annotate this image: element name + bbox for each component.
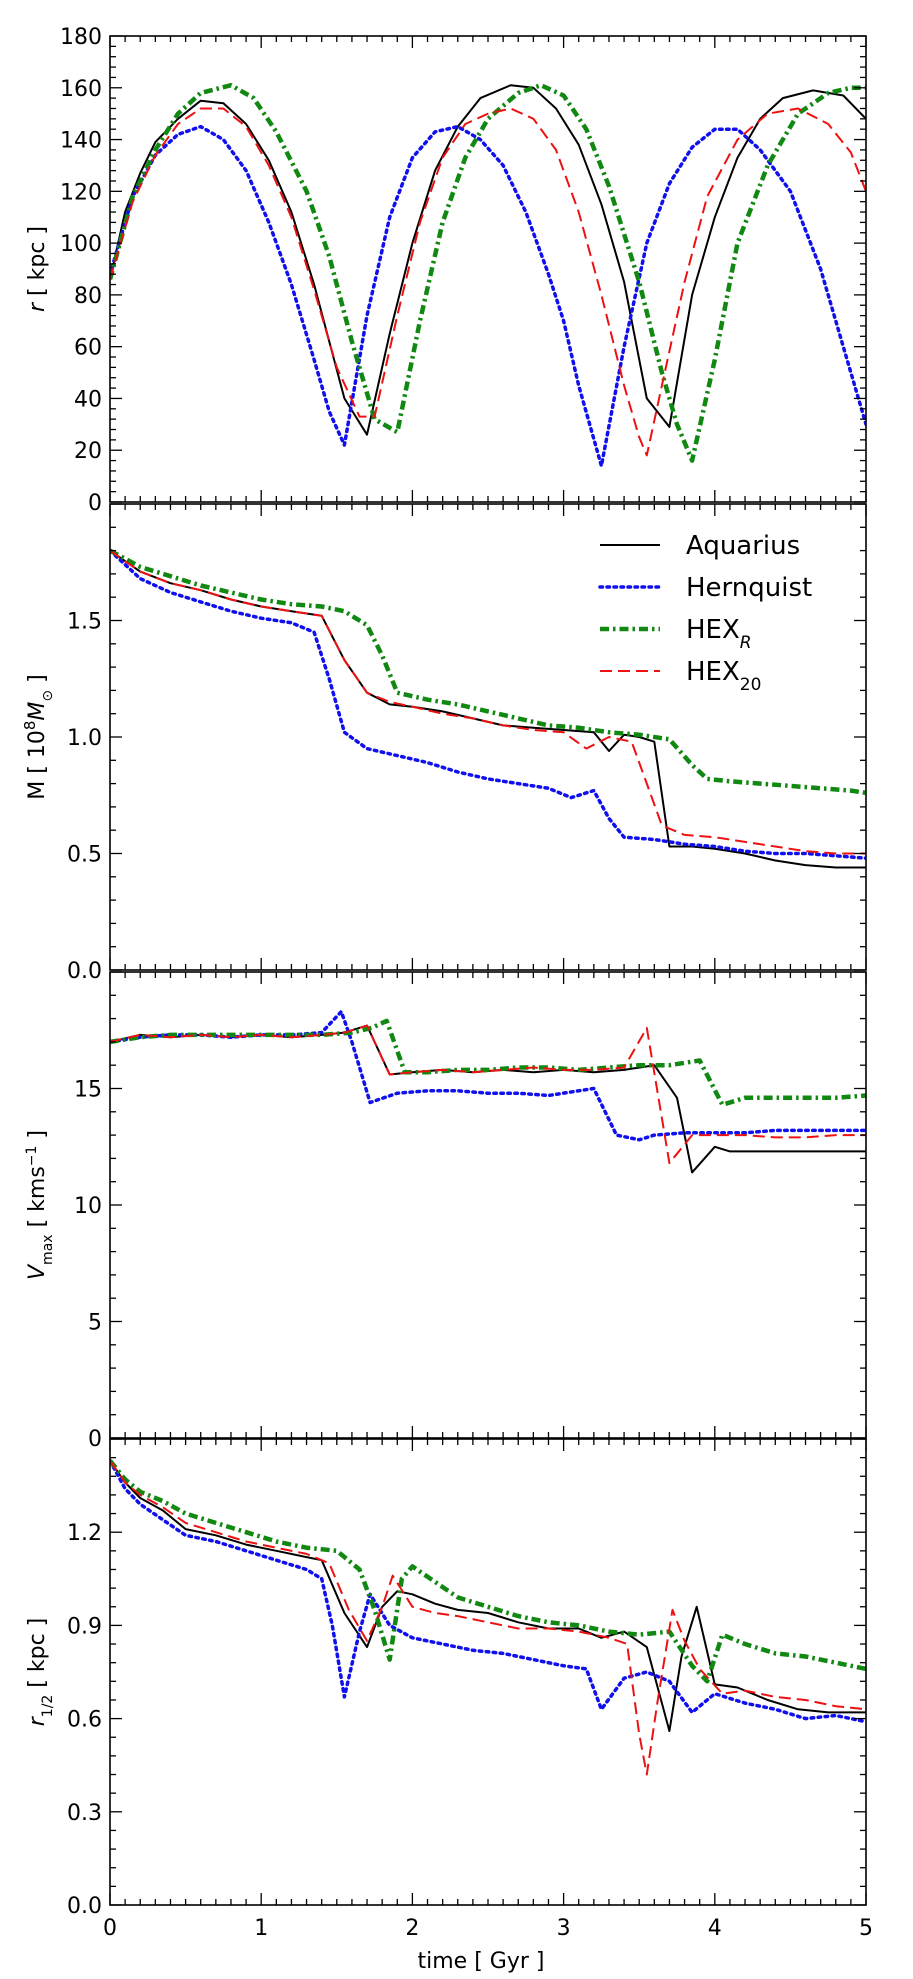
- y-axis-label: r1/2 [ kpc ]: [25, 1618, 56, 1727]
- series-line-hernquist: [110, 1009, 866, 1142]
- x-ticks: [109, 972, 867, 1438]
- y-tick-label: 20: [74, 439, 102, 464]
- y-axis-label: M [ 108M⊙ ]: [21, 674, 56, 799]
- series-group: [110, 548, 866, 869]
- legend-label: Aquarius: [686, 531, 800, 561]
- y-ticks: [110, 503, 866, 971]
- series-line-hernquist: [110, 1458, 866, 1724]
- x-tick-label: 2: [405, 1916, 419, 1941]
- y-ticks: [110, 35, 866, 503]
- y-tick-label: 1.5: [67, 610, 102, 635]
- series-line-aquarius: [110, 549, 866, 869]
- series-line-hernquist: [110, 548, 866, 860]
- y-tick-label: 80: [74, 284, 102, 309]
- series-line-hernquist: [110, 124, 866, 468]
- series-group: [110, 1009, 866, 1174]
- y-axis-label: r [ kpc ]: [25, 226, 50, 312]
- series-line-hex-r: [110, 548, 866, 796]
- y-tick-label: 0.5: [67, 843, 102, 868]
- y-tick-label: 5: [88, 1311, 102, 1336]
- y-tick-label: 60: [74, 336, 102, 361]
- series-line-hex-20: [110, 549, 866, 855]
- series-line-hex-20: [110, 107, 866, 457]
- y-tick-label: 0: [88, 1427, 102, 1452]
- y-tick-label: 0: [88, 491, 102, 516]
- y-tick-label: 180: [60, 25, 102, 50]
- x-ticks: [109, 504, 867, 970]
- y-ticks: [110, 1438, 866, 1906]
- y-tick-label: 0.0: [67, 959, 102, 984]
- panel-4: 0.0 0.3 0.6 0.9 1.2 r1/2 [ kpc ] 0 1 2 3 4 5: [25, 1438, 873, 1941]
- panel-frame: [109, 971, 867, 1439]
- y-axis-label: Vmax [ kms−1 ]: [24, 1130, 56, 1280]
- x-ticks: [109, 36, 867, 502]
- series-line-hex-20: [110, 1460, 866, 1776]
- x-ticks: [109, 1439, 867, 1905]
- y-tick-label: 120: [60, 180, 102, 205]
- y-tick-label: 140: [60, 129, 102, 154]
- series-line-aquarius: [110, 1460, 866, 1732]
- legend-label: HEX20: [686, 657, 761, 695]
- panel-3: 0 5 10 15 Vmax [ kms−1 ]: [24, 971, 867, 1452]
- y-tick-label: 0.0: [67, 1894, 102, 1919]
- legend-label: HEXR: [686, 615, 752, 653]
- y-tick-label: 15: [74, 1078, 102, 1103]
- y-tick-label: 0.3: [67, 1801, 102, 1826]
- series-group: [110, 82, 866, 468]
- panel-frame: [109, 35, 867, 503]
- series-line-hex-r: [110, 1018, 866, 1108]
- series-line-aquarius: [110, 84, 866, 436]
- y-tick-label: 160: [60, 77, 102, 102]
- x-tick-label: 4: [708, 1916, 722, 1941]
- y-tick-label: 10: [74, 1194, 102, 1219]
- panel-1: 0 20 40 60 80 100 120 140 160 180 r [ kpc ]: [25, 25, 867, 516]
- series-line-hex-r: [110, 1459, 866, 1684]
- y-tick-label: 40: [74, 387, 102, 412]
- y-tick-label: 100: [60, 232, 102, 257]
- x-tick-label: 1: [254, 1916, 268, 1941]
- panel-frame: [109, 1438, 867, 1906]
- y-tick-label: 1.0: [67, 726, 102, 751]
- panel-2: 0.0 0.5 1.0 1.5 M [ 108M⊙ ]: [21, 503, 867, 984]
- x-tick-label: 3: [557, 1916, 571, 1941]
- x-tick-label: 5: [859, 1916, 873, 1941]
- series-line-hex-20: [110, 1024, 866, 1165]
- y-tick-label: 1.2: [67, 1521, 102, 1546]
- legend: Aquarius Hernquist HEXR HEX20: [598, 531, 812, 695]
- x-tick-label: 0: [103, 1916, 117, 1941]
- y-tick-label: 0.9: [67, 1614, 102, 1639]
- y-ticks: [110, 971, 866, 1439]
- series-group: [110, 1458, 866, 1776]
- x-axis-label: time [ Gyr ]: [418, 1949, 545, 1974]
- legend-label: Hernquist: [686, 573, 812, 603]
- y-tick-label: 0.6: [67, 1708, 102, 1733]
